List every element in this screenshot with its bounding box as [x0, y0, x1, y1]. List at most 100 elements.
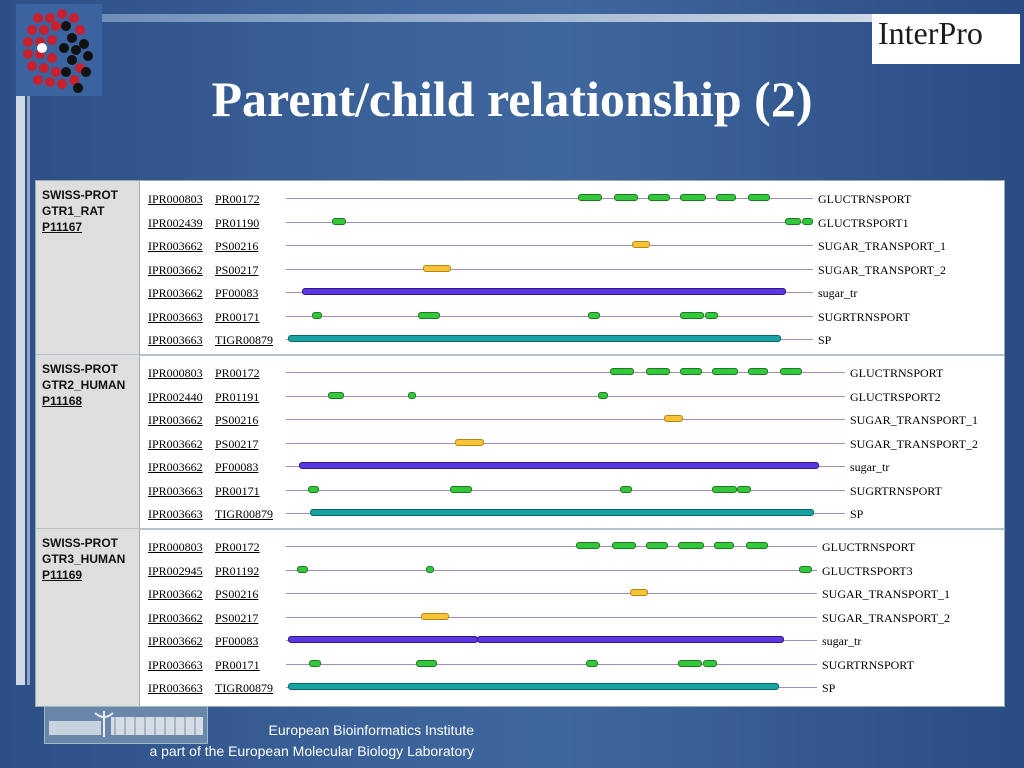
protein-accession-link[interactable]: P11168	[42, 394, 83, 408]
match-segment[interactable]	[630, 589, 648, 596]
signature-link[interactable]: PR01190	[215, 215, 260, 230]
match-segment[interactable]	[799, 565, 812, 573]
signature-link[interactable]: TIGR00879	[215, 681, 273, 695]
interpro-entry-link[interactable]: IPR003662	[148, 587, 203, 601]
interpro-entry-link[interactable]: IPR002440	[148, 389, 203, 404]
match-segment[interactable]	[712, 368, 738, 375]
match-segment[interactable]	[426, 565, 434, 573]
match-segment[interactable]	[299, 462, 819, 469]
match-segment[interactable]	[297, 565, 308, 573]
match-segment[interactable]	[418, 311, 440, 319]
match-segment[interactable]	[680, 311, 704, 319]
signature-link[interactable]: PS00217	[215, 262, 259, 277]
match-segment[interactable]	[588, 311, 600, 319]
match-segment[interactable]	[302, 288, 786, 295]
match-segment[interactable]	[450, 485, 472, 493]
match-segment[interactable]	[614, 194, 638, 201]
match-segment[interactable]	[598, 391, 608, 399]
match-segment[interactable]	[632, 241, 650, 248]
interpro-entry-link[interactable]: IPR000803	[148, 540, 203, 554]
match-segment[interactable]	[416, 659, 437, 667]
match-segment[interactable]	[612, 542, 636, 549]
match-segment[interactable]	[785, 217, 801, 225]
match-segment[interactable]	[703, 659, 717, 667]
match-segment[interactable]	[620, 485, 632, 493]
signature-link[interactable]: PF00083	[215, 460, 259, 474]
interpro-entry-link[interactable]: IPR003663	[148, 483, 203, 498]
interpro-entry-link[interactable]: IPR003663	[148, 333, 203, 347]
signature-link[interactable]: TIGR00879	[215, 333, 273, 347]
signature-link[interactable]: PR00171	[215, 483, 260, 498]
match-segment[interactable]	[477, 636, 784, 643]
interpro-entry-link[interactable]: IPR002945	[148, 563, 203, 578]
interpro-entry-link[interactable]: IPR003662	[148, 239, 203, 253]
interpro-entry-link[interactable]: IPR003663	[148, 657, 203, 672]
match-segment[interactable]	[664, 415, 683, 422]
match-segment[interactable]	[308, 485, 319, 493]
match-segment[interactable]	[312, 311, 322, 319]
interpro-entry-link[interactable]: IPR003663	[148, 309, 203, 324]
match-segment[interactable]	[309, 659, 321, 667]
interpro-entry-link[interactable]: IPR003662	[148, 413, 203, 427]
match-segment[interactable]	[746, 542, 768, 549]
interpro-entry-link[interactable]: IPR003662	[148, 460, 203, 474]
interpro-entry-link[interactable]: IPR003662	[148, 286, 203, 300]
interpro-entry-link[interactable]: IPR000803	[148, 366, 203, 380]
signature-link[interactable]: PS00217	[215, 610, 259, 625]
signature-link[interactable]: PR00172	[215, 540, 260, 554]
match-segment[interactable]	[712, 485, 737, 493]
signature-link[interactable]: PF00083	[215, 634, 259, 648]
interpro-entry-link[interactable]: IPR003662	[148, 610, 203, 625]
interpro-entry-link[interactable]: IPR003663	[148, 681, 203, 695]
match-segment[interactable]	[716, 194, 736, 201]
match-segment[interactable]	[423, 264, 451, 272]
match-segment[interactable]	[737, 485, 751, 493]
signature-link[interactable]: PR01191	[215, 389, 260, 404]
signature-link[interactable]: PS00216	[215, 587, 259, 601]
match-segment[interactable]	[780, 368, 802, 375]
signature-link[interactable]: PS00217	[215, 436, 259, 451]
match-segment[interactable]	[288, 636, 478, 643]
interpro-entry-link[interactable]: IPR002439	[148, 215, 203, 230]
interpro-entry-link[interactable]: IPR000803	[148, 192, 203, 206]
signature-link[interactable]: PR00171	[215, 657, 260, 672]
interpro-entry-link[interactable]: IPR003662	[148, 262, 203, 277]
signature-link[interactable]: PR00171	[215, 309, 260, 324]
signature-link[interactable]: PR00172	[215, 366, 260, 380]
match-segment[interactable]	[421, 612, 449, 620]
match-segment[interactable]	[646, 542, 668, 549]
match-segment[interactable]	[678, 542, 704, 549]
signature-link[interactable]: PR00172	[215, 192, 260, 206]
match-segment[interactable]	[748, 368, 768, 375]
signature-link[interactable]: TIGR00879	[215, 507, 273, 521]
match-segment[interactable]	[646, 368, 670, 375]
match-segment[interactable]	[332, 217, 346, 225]
match-segment[interactable]	[648, 194, 670, 201]
match-segment[interactable]	[802, 217, 813, 225]
match-segment[interactable]	[610, 368, 634, 375]
match-segment[interactable]	[714, 542, 734, 549]
protein-accession-link[interactable]: P11167	[42, 220, 83, 234]
interpro-entry-link[interactable]: IPR003662	[148, 436, 203, 451]
signature-link[interactable]: PS00216	[215, 413, 259, 427]
match-segment[interactable]	[705, 311, 718, 319]
match-segment[interactable]	[680, 194, 706, 201]
interpro-entry-link[interactable]: IPR003663	[148, 507, 203, 521]
match-segment[interactable]	[310, 509, 814, 516]
match-segment[interactable]	[288, 335, 781, 342]
match-segment[interactable]	[455, 438, 484, 446]
interpro-entry-link[interactable]: IPR003662	[148, 634, 203, 648]
match-segment[interactable]	[578, 194, 602, 201]
signature-link[interactable]: PF00083	[215, 286, 259, 300]
match-segment[interactable]	[748, 194, 770, 201]
protein-accession-link[interactable]: P11169	[42, 568, 83, 582]
match-segment[interactable]	[586, 659, 598, 667]
match-segment[interactable]	[328, 391, 344, 399]
match-segment[interactable]	[408, 391, 416, 399]
match-segment[interactable]	[680, 368, 702, 375]
match-segment[interactable]	[576, 542, 600, 549]
match-segment[interactable]	[288, 683, 779, 690]
match-segment[interactable]	[678, 659, 702, 667]
signature-link[interactable]: PS00216	[215, 239, 259, 253]
signature-link[interactable]: PR01192	[215, 563, 260, 578]
